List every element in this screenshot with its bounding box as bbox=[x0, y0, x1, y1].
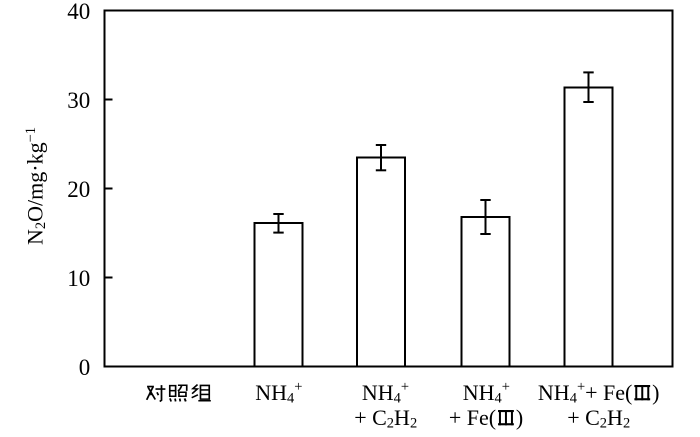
svg-text:+ C2H2: + C2H2 bbox=[354, 405, 417, 432]
svg-text:+ Fe(: + Fe( bbox=[449, 405, 496, 430]
svg-text:N2O/mg·kg−1: N2O/mg·kg−1 bbox=[23, 127, 50, 245]
svg-text:): ) bbox=[516, 405, 523, 430]
svg-text:0: 0 bbox=[79, 355, 91, 380]
svg-text:): ) bbox=[652, 380, 659, 405]
svg-text:NH4++ Fe(: NH4++ Fe( bbox=[538, 379, 632, 407]
svg-text:10: 10 bbox=[67, 266, 90, 291]
svg-text:20: 20 bbox=[67, 177, 90, 202]
svg-text:30: 30 bbox=[67, 88, 90, 113]
svg-text:40: 40 bbox=[67, 0, 90, 24]
svg-text:+ C2H2: + C2H2 bbox=[567, 405, 630, 432]
